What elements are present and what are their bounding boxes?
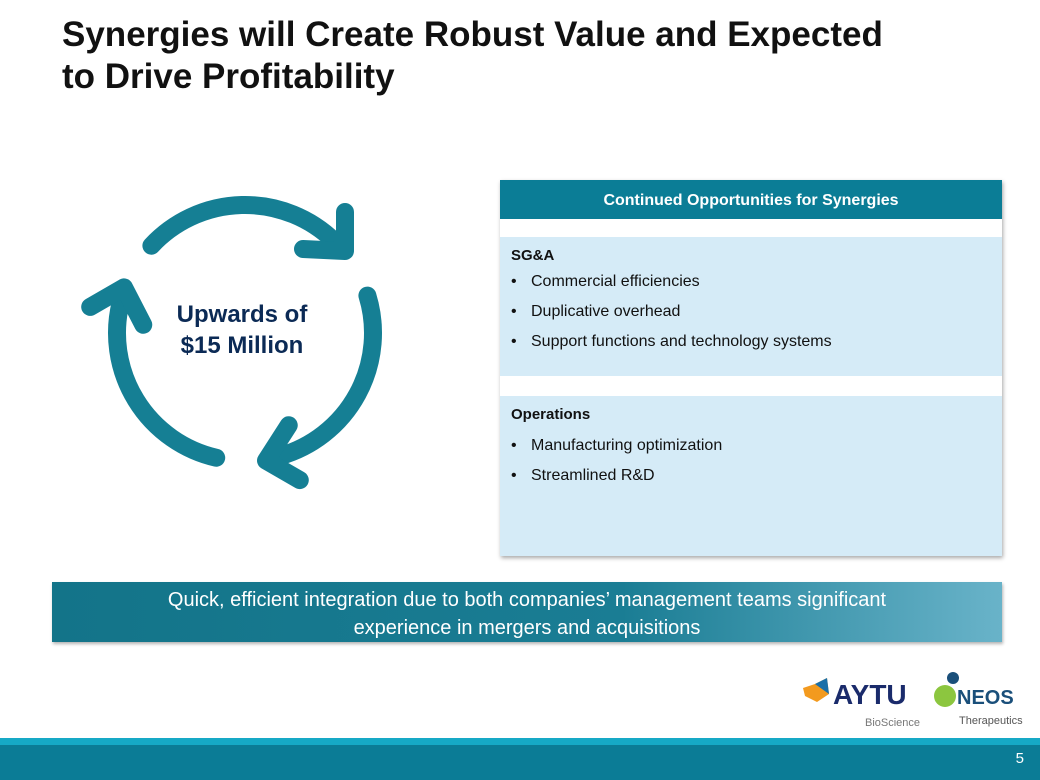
- cycle-label: $15 Million: [181, 332, 304, 359]
- cycle-arc: [271, 286, 382, 466]
- cycle-arrowhead: [81, 278, 153, 334]
- banner-line: experience in mergers and acquisitions: [353, 617, 701, 639]
- title-line: Synergies will Create Robust Value and E…: [62, 15, 883, 54]
- cycle-label: Upwards of: [177, 301, 309, 328]
- bullet-list: Manufacturing optimization Streamlined R…: [500, 423, 1002, 491]
- bullet: Streamlined R&D: [511, 461, 1002, 491]
- footer-stripe: [0, 738, 1040, 745]
- footer-bar: [0, 745, 1040, 780]
- cycle-diagram: Upwards of $15 Million: [81, 196, 382, 490]
- cycle-arrowhead: [257, 416, 309, 490]
- aytu-logo: AYTU: [833, 679, 907, 710]
- panel-header: Continued Opportunities for Synergies: [500, 180, 1002, 219]
- bullet: Commercial efficiencies: [511, 267, 1002, 297]
- aytu-icon-part: [815, 678, 829, 694]
- neos-icon: [934, 685, 956, 707]
- bullet-list: Commercial efficiencies Duplicative over…: [500, 264, 1002, 357]
- neos-icon-dot: [947, 672, 959, 684]
- banner: Quick, efficient integration due to both…: [52, 582, 1002, 642]
- neos-logo: NEOS: [957, 687, 1014, 709]
- logos: AYTU BioScience NEOS Therapeutics: [803, 672, 1023, 729]
- section: SG&A Commercial efficiencies Duplicative…: [500, 237, 1002, 376]
- section-heading: SG&A: [511, 247, 555, 264]
- bullet: Manufacturing optimization: [511, 431, 1002, 461]
- title: Synergies will Create Robust Value and E…: [62, 14, 883, 98]
- banner-line: Quick, efficient integration due to both…: [167, 589, 887, 611]
- bullet: Support functions and technology systems: [511, 327, 1002, 357]
- title-line: to Drive Profitability: [62, 57, 395, 96]
- cycle-arc: [108, 293, 226, 467]
- opportunity-panel: Continued Opportunities for Synergies SG…: [500, 180, 1002, 556]
- neos-sub: Therapeutics: [959, 715, 1023, 727]
- page-number: 5: [1015, 750, 1024, 767]
- section-heading: Operations: [511, 406, 591, 423]
- section: Operations Manufacturing optimization St…: [500, 396, 1002, 556]
- aytu-sub: BioScience: [865, 717, 920, 729]
- cycle-arrowhead: [294, 203, 354, 260]
- cycle-arc: [142, 196, 343, 255]
- bullet: Duplicative overhead: [511, 297, 1002, 327]
